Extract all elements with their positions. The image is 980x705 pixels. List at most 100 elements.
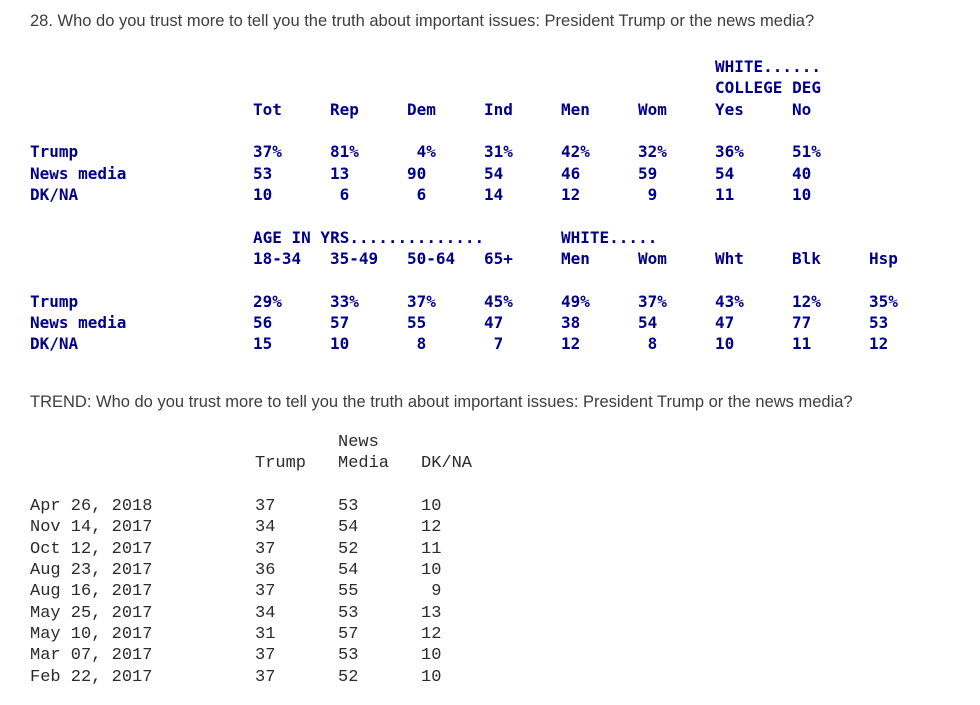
value-cell: 13 (421, 604, 504, 625)
trend-date: Nov 14, 2017 (30, 518, 153, 538)
cell-value: 9 (431, 582, 442, 602)
value-cell: 10 (330, 334, 407, 355)
cell-value: 47 (715, 312, 735, 332)
cell-suffix: % (349, 142, 359, 162)
col-header-hsp: Hsp (869, 248, 898, 268)
cell-value: 37 (255, 646, 276, 666)
row-label: DK/NA (30, 334, 79, 354)
cell-value: 53 (253, 163, 273, 183)
col-header-tot: Tot (253, 99, 282, 119)
value-cell: 10 (715, 334, 792, 355)
value-cell: 59 (638, 164, 715, 185)
value-cell: 32% (638, 142, 715, 163)
cell-suffix: % (426, 142, 436, 162)
cell-value: 37 (255, 667, 276, 687)
blank-row (30, 270, 946, 291)
cell-value: 31 (255, 624, 276, 644)
trend-row: Aug 23, 2017 36 54 10 (30, 561, 504, 582)
value-cell: 37% (638, 292, 715, 313)
cell-value: 13 (330, 163, 350, 183)
value-cell: 9 (421, 582, 504, 603)
trend-row: Apr 26, 2018 37 53 10 (30, 497, 504, 518)
cell-value: 10 (253, 184, 273, 204)
cell-value: 10 (421, 667, 442, 687)
value-cell: 37 (255, 497, 338, 518)
col-header-50-64: 50-64 (407, 248, 456, 268)
row-label: Trump (30, 142, 79, 162)
col-header-men: Men (561, 99, 590, 119)
value-cell: 53 (338, 497, 421, 518)
cell-suffix: % (503, 142, 513, 162)
value-cell: 52 (338, 540, 421, 561)
cell-value: 10 (792, 184, 812, 204)
value-cell: 13 (330, 164, 407, 185)
row-label: News media (30, 163, 127, 183)
cell-value: 53 (338, 603, 359, 623)
value-cell: 12 (561, 334, 638, 355)
cell-value: 40 (792, 163, 812, 183)
spacer-cell (30, 249, 253, 270)
trend-row: May 10, 2017 31 57 12 (30, 625, 504, 646)
trend-col-header-media: Media (338, 454, 390, 474)
cell-value: 37 (638, 291, 658, 311)
trend-date: May 10, 2017 (30, 624, 153, 644)
trend-row: Mar 07, 2017 37 53 10 (30, 646, 504, 667)
value-cell: 45% (484, 292, 561, 313)
cell-value: 34 (255, 603, 276, 623)
trend-row: Feb 22, 2017 37 52 10 (30, 668, 504, 689)
value-cell: 8 (407, 334, 484, 355)
col-header-blk: Blk (792, 248, 821, 268)
cell-value: 10 (421, 646, 442, 666)
trend-row: Aug 16, 2017 37 55 9 (30, 582, 504, 603)
value-cell: 37 (255, 668, 338, 689)
value-cell: 34 (255, 518, 338, 539)
cell-value: 38 (561, 312, 581, 332)
cell-value: 6 (339, 184, 350, 204)
cell-value: 12 (421, 624, 442, 644)
cell-value: 54 (338, 518, 359, 538)
group-header-white-college-line2: COLLEGE DEG (715, 78, 821, 98)
value-cell: 81% (330, 142, 407, 163)
value-cell: 4% (407, 142, 484, 163)
blank-row (30, 476, 504, 497)
value-cell: 42% (561, 142, 638, 163)
cell-value: 52 (338, 667, 359, 687)
trend-header-row-top: News (30, 433, 504, 454)
value-cell: 37% (407, 292, 484, 313)
value-cell: 57 (330, 313, 407, 334)
value-cell: 35% (869, 292, 946, 313)
table-row-news-media: News media 53 13 90 54 46 59 54 40 (30, 164, 946, 185)
value-cell: 43% (715, 292, 792, 313)
value-cell: 51% (792, 142, 869, 163)
value-cell: 11 (792, 334, 869, 355)
col-header-yes: Yes (715, 99, 744, 119)
value-cell: 54 (338, 561, 421, 582)
cell-value: 43 (715, 291, 735, 311)
cell-value: 90 (407, 163, 427, 183)
cell-value: 6 (416, 184, 427, 204)
cell-value: 37 (255, 496, 276, 516)
cell-value: 56 (253, 312, 273, 332)
cell-value: 52 (338, 539, 359, 559)
value-cell: 10 (421, 561, 504, 582)
value-cell: 53 (338, 604, 421, 625)
value-cell: 14 (484, 185, 561, 206)
value-cell: 38 (561, 313, 638, 334)
col-header-wom: Wom (638, 99, 667, 119)
group-header-row: AGE IN YRS.............. WHITE..... (30, 228, 946, 249)
cell-value: 37 (407, 291, 427, 311)
cell-value: 37 (253, 142, 273, 162)
cell-suffix: % (272, 291, 282, 311)
trend-date: May 25, 2017 (30, 603, 153, 623)
value-cell: 8 (638, 334, 715, 355)
cell-value: 14 (484, 184, 504, 204)
col-header-white-wom: Wom (638, 248, 667, 268)
cell-value: 51 (792, 142, 812, 162)
value-cell: 12 (561, 185, 638, 206)
value-cell: 31% (484, 142, 561, 163)
cell-value: 9 (647, 184, 658, 204)
value-cell: 29% (253, 292, 330, 313)
cell-value: 12 (561, 334, 581, 354)
value-cell: 37 (255, 582, 338, 603)
